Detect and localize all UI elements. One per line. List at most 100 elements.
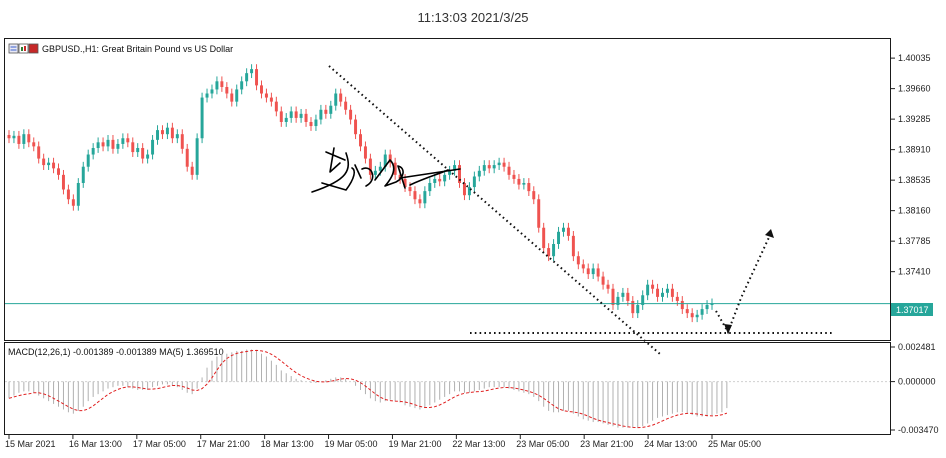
candle-body xyxy=(685,309,689,314)
candle-body xyxy=(260,85,263,94)
candle-body xyxy=(195,138,199,175)
candle-body xyxy=(651,284,655,289)
candle-body xyxy=(418,199,422,204)
candle-body xyxy=(314,119,318,127)
candle-body xyxy=(616,296,620,306)
candle-body xyxy=(319,109,323,120)
candle-body xyxy=(512,174,516,179)
time-tick-label: 15 Mar 2021 xyxy=(5,439,56,449)
time-tick-label: 23 Mar 21:00 xyxy=(580,439,633,449)
candle-body xyxy=(522,182,526,185)
candle-body xyxy=(695,314,699,318)
candle-body xyxy=(96,142,100,149)
candle-body xyxy=(156,130,160,140)
candle-body xyxy=(675,296,679,301)
candle-body xyxy=(601,276,605,285)
candle-body xyxy=(497,162,501,166)
candle-body xyxy=(22,134,26,144)
candle-body xyxy=(146,154,150,159)
price-tick-label: 1.38160 xyxy=(898,206,931,216)
candle-body xyxy=(269,97,273,102)
candle-body xyxy=(225,86,229,94)
candle-body xyxy=(61,174,65,190)
candle-body xyxy=(621,292,625,297)
candle-body xyxy=(329,105,333,114)
candle-body xyxy=(487,165,491,169)
projection-arrowhead-down xyxy=(724,324,732,334)
candle-body xyxy=(175,134,179,139)
candle-body xyxy=(492,165,496,169)
price-tick-label: 1.37410 xyxy=(898,267,931,277)
candle-body xyxy=(557,231,561,245)
candle-body xyxy=(700,309,704,315)
candles xyxy=(7,64,714,323)
candle-body xyxy=(131,142,135,153)
candle-body xyxy=(363,146,367,159)
candle-body xyxy=(680,300,684,310)
time-tick-label: 19 Mar 21:00 xyxy=(388,439,441,449)
candle-body xyxy=(537,199,541,228)
price-tick-label: 1.40035 xyxy=(898,53,931,63)
candle-body xyxy=(185,148,189,167)
time-tick-label: 22 Mar 13:00 xyxy=(452,439,505,449)
candle-body xyxy=(27,134,31,143)
time-axis: 15 Mar 2021 16 Mar 13:00 17 Mar 05:00 17 Ma… xyxy=(5,435,761,449)
candle-body xyxy=(482,165,486,171)
candle-body xyxy=(17,135,21,144)
candle-body xyxy=(42,158,46,166)
candle-body xyxy=(349,109,353,120)
candle-body xyxy=(665,288,669,293)
candle-body xyxy=(160,130,164,135)
candle-body xyxy=(581,264,585,269)
candle-body xyxy=(279,111,283,122)
candle-body xyxy=(235,89,239,102)
candle-body xyxy=(190,166,194,175)
candle-body xyxy=(304,113,308,122)
candle-body xyxy=(428,182,432,192)
chart-window-icon xyxy=(8,43,39,54)
candle-body xyxy=(690,313,694,318)
candle-body xyxy=(502,162,506,167)
candle-body xyxy=(383,154,387,167)
candle-body xyxy=(274,101,278,112)
candle-body xyxy=(462,182,466,196)
candle-body xyxy=(230,93,234,102)
current-price-tag: 1.37017 xyxy=(891,303,933,316)
candle-body xyxy=(57,168,60,175)
macd-tick-label: 0.002481 xyxy=(898,342,936,352)
candle-body xyxy=(344,101,348,110)
candle-body xyxy=(670,288,674,297)
candle-body xyxy=(393,162,397,175)
candle-body xyxy=(52,162,56,169)
candle-body xyxy=(299,113,303,118)
candle-body xyxy=(368,158,372,175)
candle-body xyxy=(180,134,184,149)
candle-body xyxy=(294,111,298,118)
candle-body xyxy=(388,154,392,163)
time-tick-label: 17 Mar 05:00 xyxy=(133,439,186,449)
candle-body xyxy=(458,165,461,183)
price-panel xyxy=(4,38,891,341)
projection-arrowhead-up xyxy=(765,229,774,238)
signature-mark xyxy=(311,147,461,193)
time-tick-label: 18 Mar 13:00 xyxy=(261,439,314,449)
candle-body xyxy=(111,139,115,149)
candle-body xyxy=(91,148,95,155)
macd-signal-path xyxy=(8,349,728,429)
candle-body xyxy=(576,256,580,265)
macd-axis: 0.002481 0.000000 -0.003470 xyxy=(891,342,939,435)
candle-body xyxy=(116,143,120,149)
price-tick-label: 1.38535 xyxy=(898,175,931,185)
macd-histogram xyxy=(8,349,728,428)
candle-body xyxy=(507,166,511,175)
candle-body xyxy=(611,288,615,306)
candle-body xyxy=(136,148,140,153)
candle-body xyxy=(467,187,471,196)
current-price-label: 1.37017 xyxy=(896,305,929,315)
candle-body xyxy=(324,109,328,114)
candle-body xyxy=(250,69,254,74)
candle-body xyxy=(359,134,362,147)
candle-body xyxy=(656,288,660,297)
candle-body xyxy=(106,139,110,147)
